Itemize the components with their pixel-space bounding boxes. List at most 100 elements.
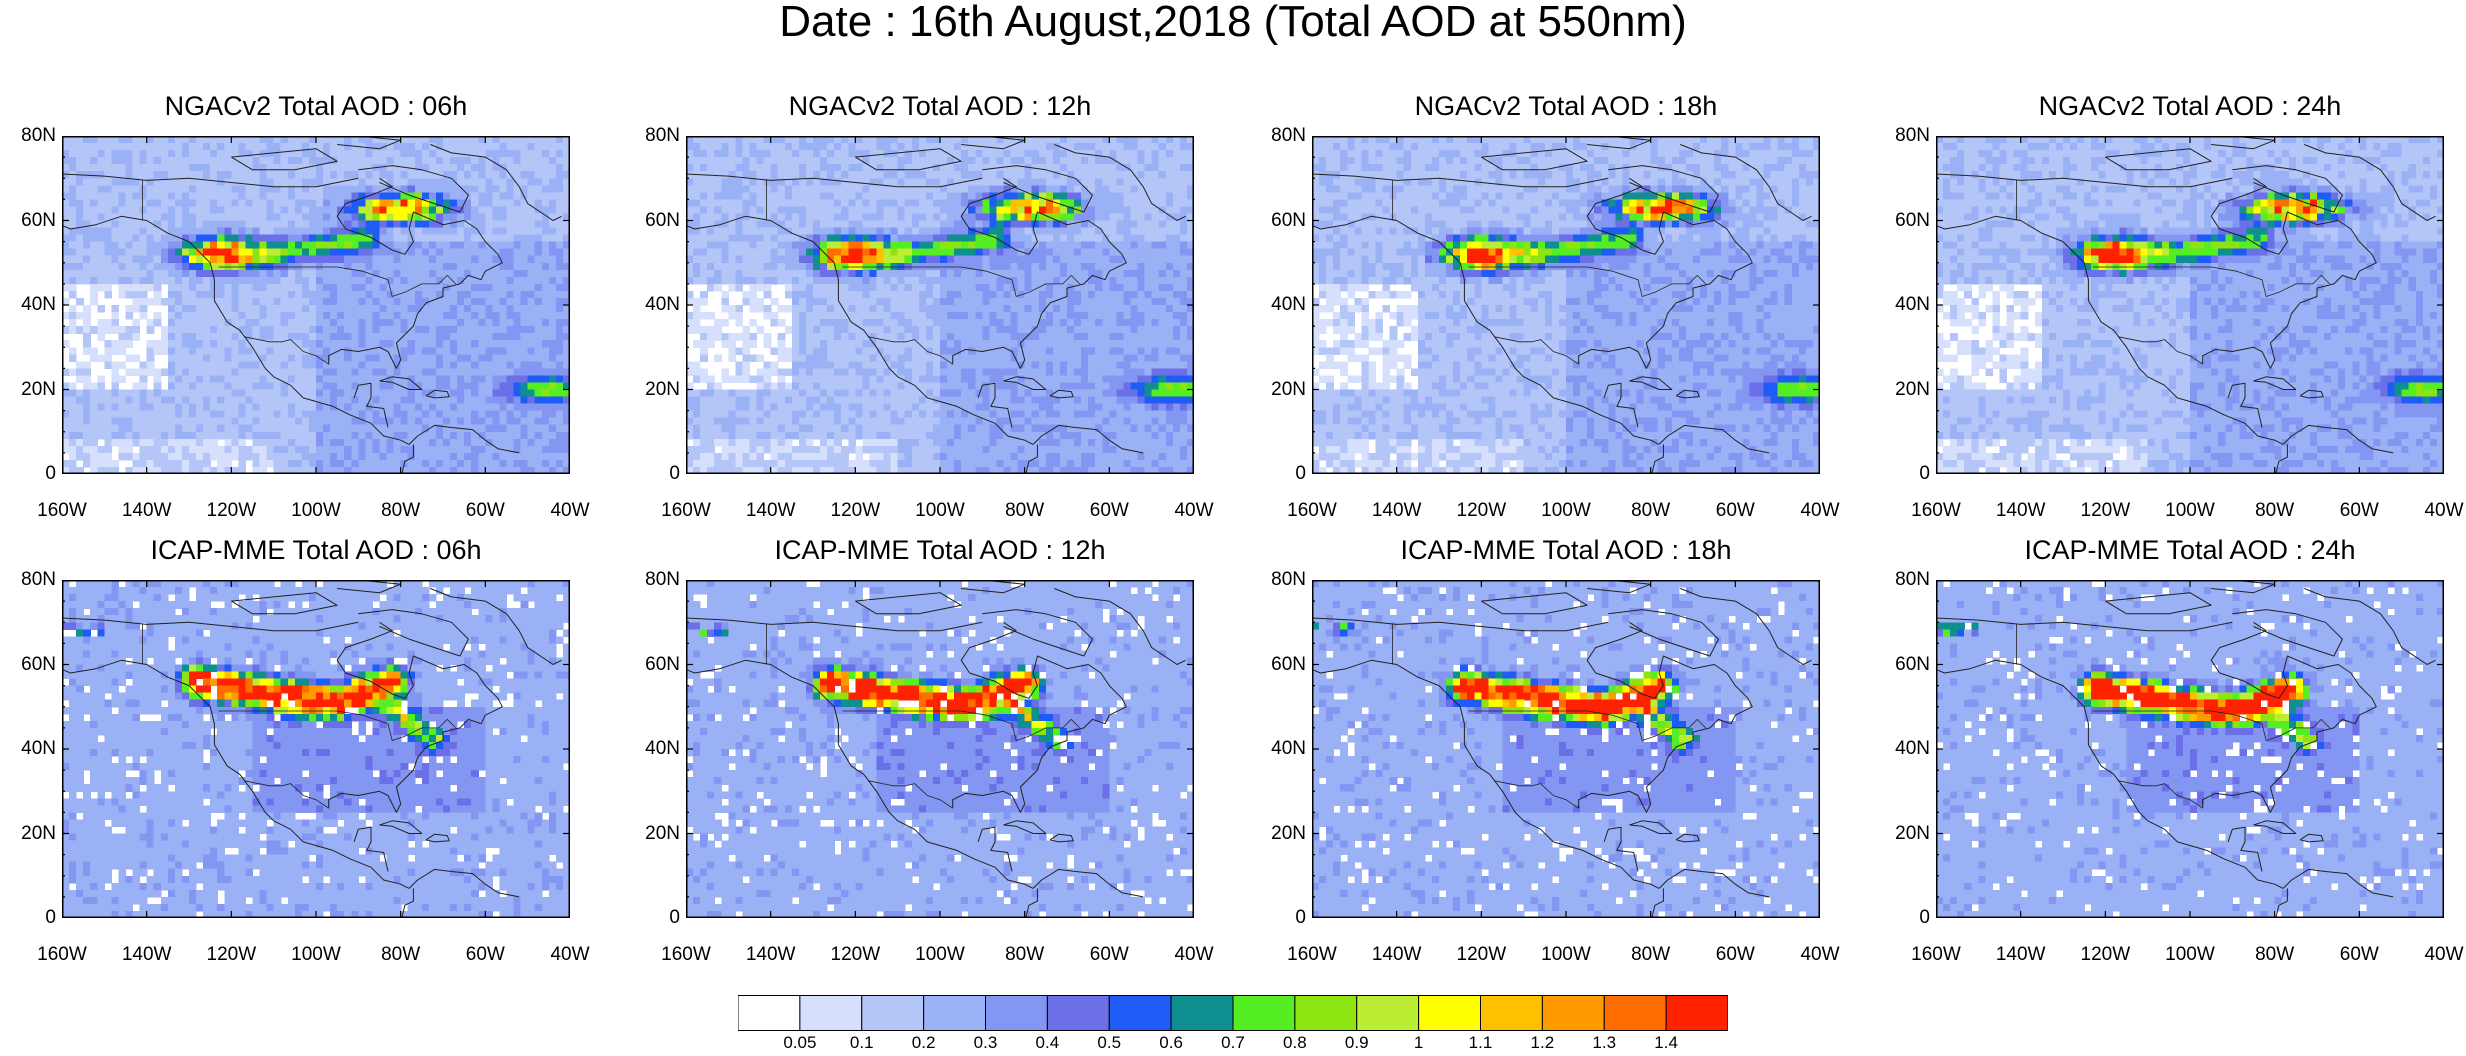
lat-tick-label: 20N — [1870, 823, 1930, 844]
lon-tick-label: 100W — [2155, 501, 2225, 521]
map-panel: ICAP-MME Total AOD : 24h 80N 60N 40N 20N 0 160… — [1895, 535, 2463, 965]
lon-tick-label: 160W — [651, 945, 721, 965]
colorbar-swatch — [985, 995, 1048, 1031]
lon-tick-label: 140W — [1362, 945, 1432, 965]
map-panel: NGACv2 Total AOD : 18h 80N 60N 40N 20N 0 160W 1… — [1271, 91, 1839, 521]
panel-title: NGACv2 Total AOD : 06h — [2, 90, 630, 122]
lat-tick-label: 20N — [620, 379, 680, 400]
lat-tick-label: 20N — [1246, 379, 1306, 400]
lon-tick-label: 160W — [651, 501, 721, 521]
lon-tick-label: 80W — [2240, 945, 2310, 965]
panel-title: NGACv2 Total AOD : 12h — [626, 90, 1254, 122]
lon-tick-label: 140W — [736, 945, 806, 965]
lat-tick-label: 0 — [1870, 464, 1930, 484]
lon-tick-label: 40W — [1159, 945, 1229, 965]
lon-tick-label: 120W — [1446, 501, 1516, 521]
map-panel: ICAP-MME Total AOD : 18h 80N 60N 40N 20N 0 160… — [1271, 535, 1839, 965]
colorbar — [738, 995, 1728, 1031]
lat-tick-label: 20N — [620, 823, 680, 844]
lon-tick-label: 160W — [1901, 945, 1971, 965]
lat-tick-label: 60N — [1870, 210, 1930, 231]
lon-tick-label: 140W — [1986, 501, 2056, 521]
lat-tick-label: 40N — [1246, 295, 1306, 315]
colorbar-tick-label: 1.3 — [1574, 1034, 1634, 1052]
map-panel: NGACv2 Total AOD : 12h 80N 60N 40N 20N 0 160W 1… — [645, 91, 1213, 521]
lat-tick-label: 0 — [620, 908, 680, 928]
colorbar-tick-label: 0.7 — [1203, 1034, 1263, 1052]
lat-tick-label: 20N — [0, 379, 56, 400]
panel-title: ICAP-MME Total AOD : 18h — [1252, 534, 1880, 566]
lon-tick-label: 60W — [2324, 945, 2394, 965]
lat-tick-label: 0 — [1870, 908, 1930, 928]
lon-tick-label: 100W — [905, 945, 975, 965]
lon-tick-label: 40W — [535, 945, 605, 965]
lon-tick-label: 80W — [366, 945, 436, 965]
lat-tick-label: 0 — [620, 464, 680, 484]
lat-tick-label: 40N — [1246, 739, 1306, 759]
map-panel: ICAP-MME Total AOD : 12h 80N 60N 40N 20N 0 160… — [645, 535, 1213, 965]
colorbar-tick-label: 1.1 — [1451, 1034, 1511, 1052]
lat-tick-label: 80N — [1246, 126, 1306, 146]
lat-tick-label: 0 — [0, 464, 56, 484]
aod-map — [686, 580, 1194, 918]
lat-tick-label: 80N — [1870, 570, 1930, 590]
lon-tick-label: 60W — [450, 945, 520, 965]
colorbar-tick-label: 1.2 — [1512, 1034, 1572, 1052]
lat-tick-label: 0 — [0, 908, 56, 928]
lon-tick-label: 100W — [2155, 945, 2225, 965]
lon-tick-label: 120W — [196, 501, 266, 521]
colorbar-swatch — [861, 995, 925, 1031]
aod-map — [1936, 580, 2444, 918]
colorbar-swatch — [1170, 995, 1234, 1031]
lon-tick-label: 40W — [1159, 501, 1229, 521]
lon-tick-label: 120W — [2070, 501, 2140, 521]
colorbar-tick-label: 0.8 — [1265, 1034, 1325, 1052]
lat-tick-label: 80N — [1246, 570, 1306, 590]
lat-tick-label: 60N — [0, 210, 56, 231]
map-panel: NGACv2 Total AOD : 24h 80N 60N 40N 20N 0 160W 1… — [1895, 91, 2463, 521]
lon-tick-label: 120W — [196, 945, 266, 965]
colorbar-swatch — [1108, 995, 1172, 1031]
panel-title: ICAP-MME Total AOD : 24h — [1876, 534, 2466, 566]
lon-tick-label: 60W — [1074, 945, 1144, 965]
lon-tick-label: 80W — [990, 501, 1060, 521]
lat-tick-label: 20N — [1870, 379, 1930, 400]
aod-map — [62, 136, 570, 474]
lat-tick-label: 60N — [0, 654, 56, 675]
lat-tick-label: 80N — [0, 570, 56, 590]
lon-tick-label: 80W — [1616, 501, 1686, 521]
lat-tick-label: 40N — [1870, 739, 1930, 759]
lat-tick-label: 40N — [0, 295, 56, 315]
colorbar-tick-label: 0.05 — [770, 1034, 830, 1052]
aod-map — [1936, 136, 2444, 474]
lon-tick-label: 100W — [1531, 945, 1601, 965]
lon-tick-label: 160W — [1901, 501, 1971, 521]
lat-tick-label: 80N — [620, 570, 680, 590]
lat-tick-label: 60N — [620, 210, 680, 231]
colorbar-swatch — [1294, 995, 1358, 1031]
lon-tick-label: 40W — [2409, 945, 2466, 965]
colorbar-swatch — [1232, 995, 1296, 1031]
aod-map — [1312, 136, 1820, 474]
lon-tick-label: 40W — [1785, 945, 1855, 965]
lon-tick-label: 60W — [1700, 945, 1770, 965]
lat-tick-label: 40N — [620, 739, 680, 759]
panel-title: ICAP-MME Total AOD : 12h — [626, 534, 1254, 566]
lat-tick-label: 20N — [1246, 823, 1306, 844]
colorbar-tick-label: 0.5 — [1079, 1034, 1139, 1052]
lat-tick-label: 80N — [1870, 126, 1930, 146]
aod-map — [62, 580, 570, 918]
panel-title: NGACv2 Total AOD : 18h — [1252, 90, 1880, 122]
lon-tick-label: 120W — [820, 501, 890, 521]
lon-tick-label: 40W — [2409, 501, 2466, 521]
panel-title: ICAP-MME Total AOD : 06h — [2, 534, 630, 566]
lon-tick-label: 160W — [27, 945, 97, 965]
panel-title: NGACv2 Total AOD : 24h — [1876, 90, 2466, 122]
lat-tick-label: 0 — [1246, 464, 1306, 484]
colorbar-swatch — [1356, 995, 1420, 1031]
lon-tick-label: 140W — [1986, 945, 2056, 965]
lat-tick-label: 40N — [1870, 295, 1930, 315]
lon-tick-label: 140W — [112, 501, 182, 521]
lat-tick-label: 20N — [0, 823, 56, 844]
lon-tick-label: 140W — [112, 945, 182, 965]
